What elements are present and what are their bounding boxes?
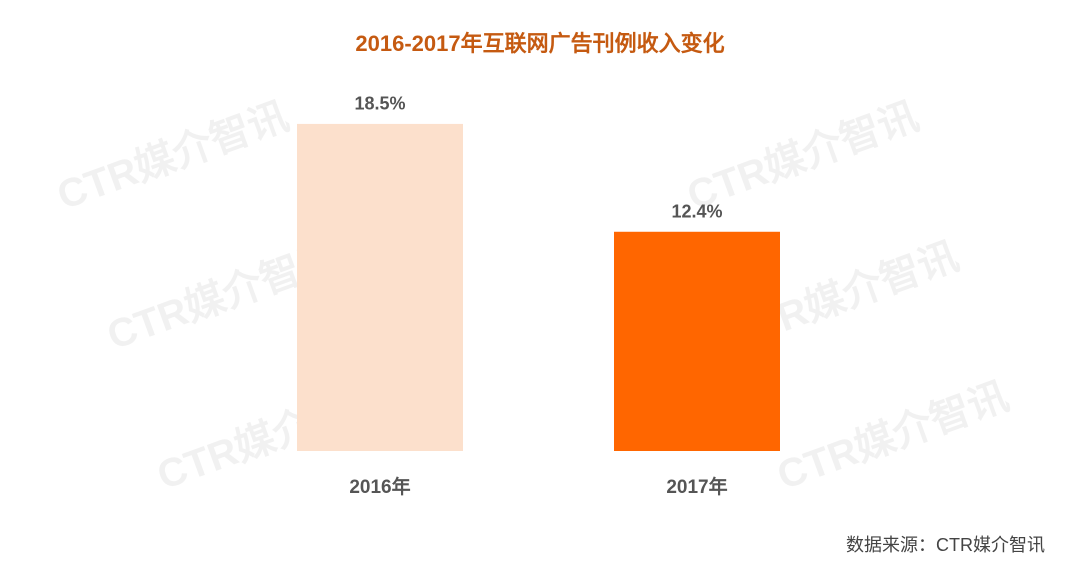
value-label: 12.4% [671,202,722,222]
watermark: CTR媒介智讯 [52,94,295,218]
bar [297,123,463,452]
x-tick-label: 2016年 [349,475,410,498]
bar [614,231,780,451]
chart-title: 2016-2017年互联网广告刊例收入变化 [355,31,724,56]
watermark: CTR媒介智讯 [682,94,925,218]
source-note: 数据来源：CTR媒介智讯 [846,535,1045,555]
value-label: 18.5% [354,94,405,114]
watermarks: CTR媒介智讯 CTR媒介智讯 CTR媒介智讯 CTR媒介智讯 CTR媒介智讯 … [52,94,1015,498]
watermark: CTR媒介智讯 [772,374,1015,498]
x-tick-label: 2017年 [666,475,727,498]
